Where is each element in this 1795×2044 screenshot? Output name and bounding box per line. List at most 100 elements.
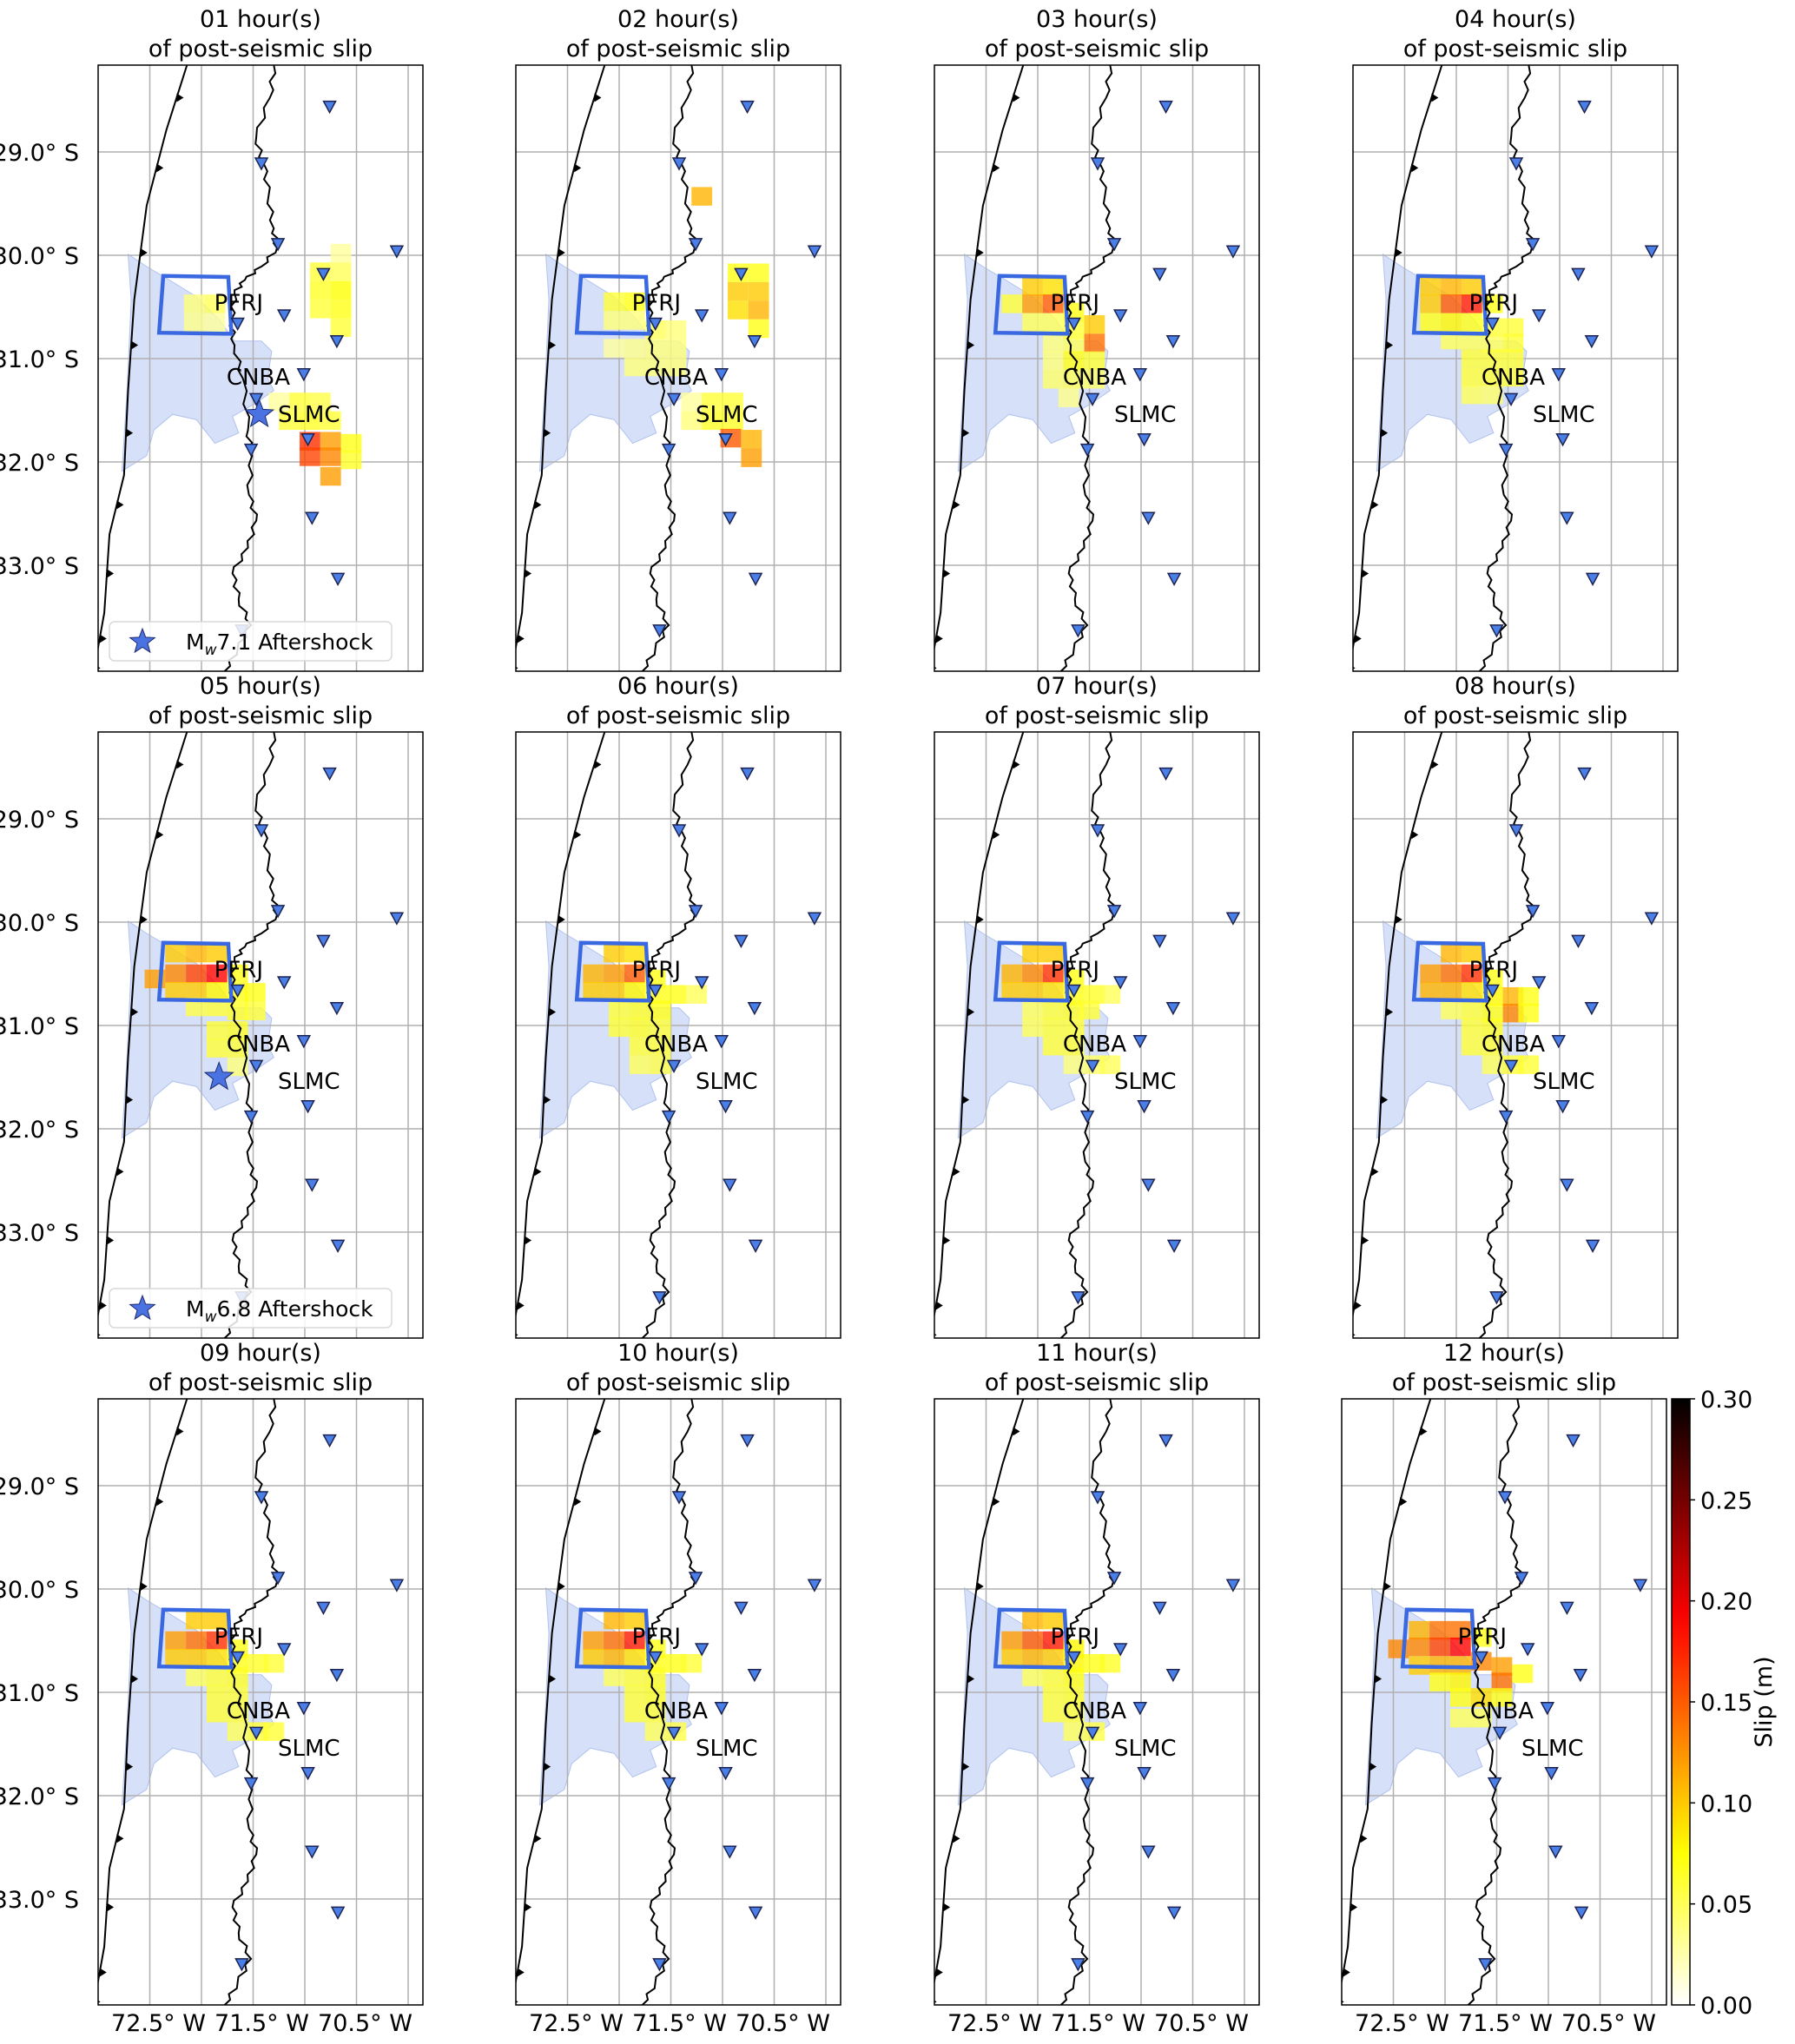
panel-title: 08 hour(s): [1455, 673, 1576, 700]
slip-cell: [1001, 981, 1023, 1001]
gps-station-icon: [661, 1110, 676, 1124]
gps-station-icon: [1577, 100, 1592, 115]
aftershock-star-icon: [203, 1061, 234, 1091]
slip-cell: [330, 243, 352, 263]
slip-cell: [300, 447, 320, 466]
lat-tick-label: 29.0° S: [0, 807, 79, 834]
trench-tooth-icon: [953, 1167, 960, 1177]
slip-cell: [279, 411, 300, 431]
trench-tooth-icon: [943, 569, 951, 578]
gps-station-icon: [1503, 392, 1519, 406]
slip-cell: [1482, 367, 1503, 387]
trench-tooth-icon: [1362, 1236, 1369, 1245]
slip-cell: [1449, 1637, 1471, 1657]
slip-cell: [1084, 370, 1105, 389]
slip-cell: [665, 985, 687, 1004]
station-label-slmc: SLMC: [278, 402, 340, 428]
gps-station-icon: [305, 1845, 320, 1859]
slip-cell: [1461, 943, 1482, 963]
slip-cell: [609, 1018, 630, 1038]
slip-cell: [340, 433, 362, 453]
slip-cell: [247, 1653, 269, 1673]
lon-tick-label: 72.5° W: [947, 2010, 1042, 2037]
slip-cell: [1042, 313, 1064, 333]
lon-tick-label: 72.5° W: [1355, 2010, 1449, 2037]
trench-tooth-icon: [967, 1674, 975, 1684]
slip-cell: [227, 1667, 248, 1686]
slip-cell: [1461, 1018, 1482, 1038]
trench-tooth-icon: [116, 500, 124, 510]
coastline: [1478, 732, 1534, 1338]
station-label-pfrj: PFRJ: [632, 957, 681, 983]
gps-station-icon: [1525, 238, 1541, 252]
slip-cell: [1461, 367, 1482, 387]
gps-station-icon: [329, 1001, 345, 1016]
gps-station-icon: [243, 1110, 259, 1124]
station-label-cnba: CNBA: [1482, 1032, 1545, 1058]
gps-station-icon: [1584, 1001, 1600, 1016]
slip-cell: [1461, 313, 1482, 333]
lat-tick-label: 30.0° S: [0, 910, 79, 937]
lat-tick-label: 33.0° S: [0, 553, 79, 580]
gps-station-icon: [1489, 624, 1504, 638]
slip-cell: [665, 1653, 687, 1673]
gps-station-icon: [1165, 1668, 1181, 1683]
legend-box: [109, 1288, 393, 1329]
gps-station-icon: [1514, 1572, 1529, 1586]
gps-station-icon: [666, 1726, 682, 1740]
gps-station-icon: [1066, 317, 1081, 332]
gps-station-icon: [1489, 1291, 1504, 1305]
slip-cell: [1461, 981, 1482, 1001]
gps-station-icon: [296, 1035, 312, 1049]
gps-station-icon: [1498, 443, 1514, 458]
station-label-slmc: SLMC: [696, 1736, 758, 1762]
map-content: PFRJ CNBA SLMC: [934, 732, 1259, 1338]
colorbar-tick-label: 0.00: [1700, 1993, 1752, 2020]
legend-label: Mw7.1 Aftershock: [186, 630, 373, 659]
trench-tooth-icon: [517, 634, 525, 643]
trench-tooth-icon: [544, 1095, 551, 1104]
gps-station-icon: [747, 1001, 762, 1016]
gps-station-icon: [1571, 934, 1586, 948]
lon-tick-label: 71.5° W: [1051, 2010, 1145, 2037]
gps-station-icon: [330, 1906, 346, 1921]
coastline: [1478, 65, 1534, 671]
gps-station-icon: [1165, 334, 1181, 349]
gps-station-icon: [316, 1601, 331, 1615]
map-content: PFRJ CNBA SLMC: [516, 1399, 841, 2005]
panel-title: 03 hour(s): [1036, 6, 1158, 33]
gps-station-icon: [723, 511, 737, 525]
lon-tick-label: 72.5° W: [111, 2010, 206, 2037]
slip-cell: [604, 1610, 624, 1630]
colorbar-tick-label: 0.10: [1700, 1790, 1752, 1817]
gps-station-icon: [1158, 767, 1173, 781]
map-content: PFRJ CNBA SLMC Mw6.8 Aftershock: [98, 732, 423, 1338]
aftershock-star-icon: [244, 398, 275, 428]
trench-tooth-icon: [1395, 914, 1402, 924]
slip-cell: [604, 1648, 624, 1668]
trench-tooth-icon: [126, 1095, 134, 1104]
trench-tooth-icon: [967, 1007, 975, 1017]
lat-tick-label: 33.0° S: [0, 1887, 79, 1914]
station-label-cnba: CNBA: [227, 365, 290, 391]
slip-cell: [1099, 1653, 1121, 1673]
slip-cell: [1420, 294, 1442, 313]
trench-tooth-icon: [517, 1301, 525, 1310]
gps-station-icon: [1577, 767, 1592, 781]
gps-station-icon: [1152, 267, 1167, 281]
slip-cell: [624, 1685, 645, 1704]
lat-tick-label: 32.0° S: [0, 450, 79, 477]
gps-station-icon: [1066, 984, 1081, 999]
slip-cell: [1461, 276, 1482, 296]
legend-text: 6.8 Aftershock: [216, 1296, 373, 1322]
gps-station-icon: [276, 309, 292, 323]
gps-station-icon: [1166, 1906, 1182, 1921]
slip-cell: [263, 1653, 285, 1673]
trench-tooth-icon: [131, 1007, 139, 1017]
slip-cell: [1420, 981, 1442, 1001]
gps-station-icon: [734, 1601, 749, 1615]
trench-tooth-icon: [107, 569, 115, 578]
slip-cell: [206, 1610, 228, 1630]
trench-tooth-icon: [544, 428, 551, 438]
station-label-cnba: CNBA: [227, 1032, 290, 1058]
